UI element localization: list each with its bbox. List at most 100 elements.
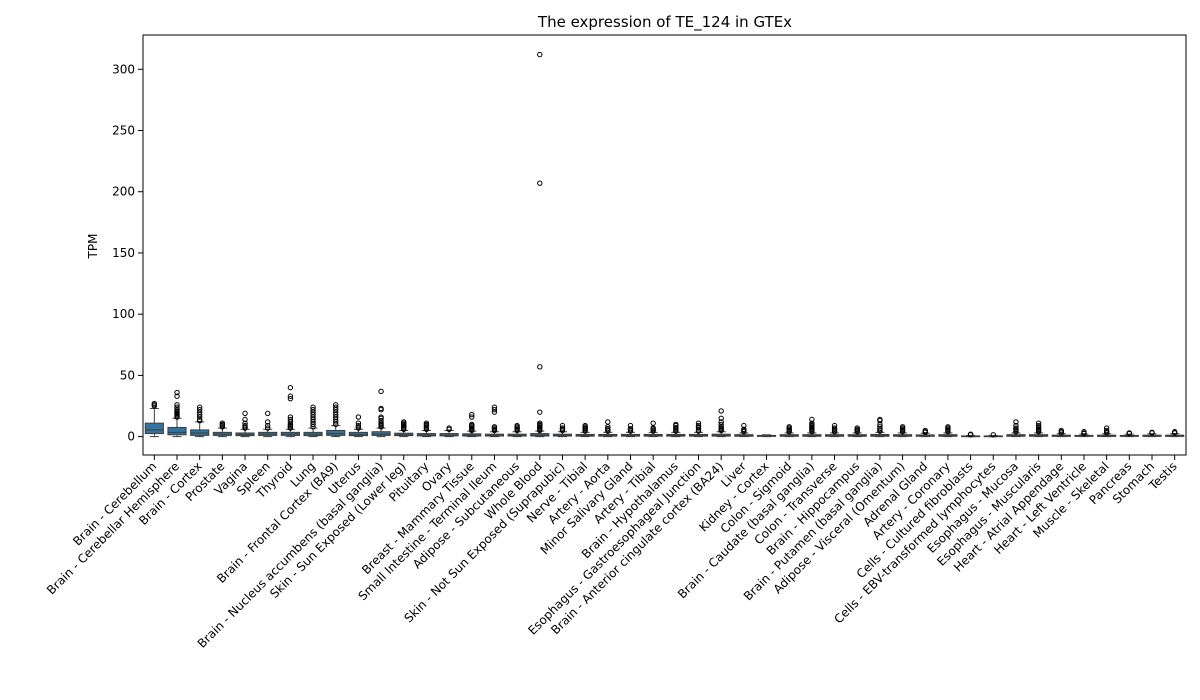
outlier-point [1058,427,1064,434]
outlier-point [265,410,271,417]
y-tick-label: 150 [112,246,135,260]
box-8 [326,402,346,438]
iqr-box [371,431,391,436]
box-22 [643,420,663,438]
box-40 [1051,427,1071,438]
chart-title: The expression of TE_124 in GTEx [537,13,792,32]
outlier-point [174,389,180,396]
box-43 [1119,430,1139,438]
outlier-point [287,393,294,399]
outlier-point [673,421,679,428]
outlier-point [537,51,543,58]
outlier-point [355,414,362,420]
box-14 [462,411,482,438]
outlier-point [1035,420,1042,426]
box-23 [666,421,686,438]
box-44 [1142,429,1162,438]
outlier-point [446,425,452,431]
outlier-point [310,406,316,413]
box-38 [1006,419,1026,438]
outlier-point [196,406,203,413]
outlier-point [627,425,634,432]
box-13 [439,425,459,438]
outlier-point [831,422,838,429]
y-tick-label: 250 [112,124,135,138]
outlier-point [219,420,226,426]
outlier-point [741,426,747,432]
box-21 [620,422,641,438]
box-1 [167,389,187,438]
y-axis-label: TPM [86,234,100,260]
y-tick-label: 0 [127,430,135,444]
outlier-point [605,425,611,432]
box-3 [212,420,232,438]
outlier-point [1126,430,1133,436]
box-37 [983,432,1003,438]
outlier-point [174,404,180,410]
outlier-point [514,422,520,429]
outlier-point [287,395,294,402]
outlier-point [1013,422,1019,429]
box-24 [688,420,709,438]
x-tick-label: Brain - Cerebellar Hemisphere [44,459,182,597]
box-11 [394,419,414,438]
box-39 [1029,420,1049,438]
plot-frame [142,34,1187,456]
outlier-point [1081,429,1087,435]
outlier-point [650,420,656,426]
outlier-point [673,424,679,431]
box-4 [235,410,255,438]
outlier-point [1035,422,1042,429]
outlier-point [537,409,543,415]
outlier-point [196,404,203,410]
outlier-point [559,425,566,431]
outlier-point [355,422,362,429]
box-10 [371,388,391,438]
box-18 [552,422,573,438]
outlier-point [491,404,498,410]
box-16 [507,422,527,438]
outlier-point [809,416,815,423]
box-32 [870,416,890,438]
iqr-box [167,426,187,436]
outlier-point [1013,425,1019,431]
y-tick-label: 100 [112,307,135,321]
outlier-point [854,425,860,431]
outlier-point [718,415,724,421]
box-35 [938,424,958,438]
outlier-point [695,422,702,429]
box-29 [802,416,822,438]
outlier-point [627,422,634,429]
outlier-point [265,419,271,425]
outlier-point [174,393,180,399]
outlier-point [718,419,724,425]
box-2 [190,404,210,438]
outlier-point [1103,427,1110,434]
outlier-point [378,414,384,420]
outlier-point [1013,419,1019,425]
outlier-point [1103,425,1110,431]
outlier-point [242,422,248,429]
outlier-point [378,388,384,395]
outlier-point [559,422,566,429]
box-34 [915,427,935,438]
outlier-point [922,427,928,434]
outlier-point [287,384,294,391]
box-12 [416,420,436,438]
box-28 [779,424,799,438]
outlier-point [899,424,906,430]
outlier-point [423,420,430,426]
y-tick-label: 200 [112,185,135,199]
box-42 [1097,425,1117,438]
box-33 [893,424,913,438]
outlier-point [401,419,407,425]
box-6 [280,384,300,438]
outlier-point [786,424,792,430]
outlier-point [809,420,815,426]
outlier-point [537,364,543,370]
box-26 [734,422,754,438]
outlier-point [355,420,362,426]
outlier-point [695,420,702,426]
